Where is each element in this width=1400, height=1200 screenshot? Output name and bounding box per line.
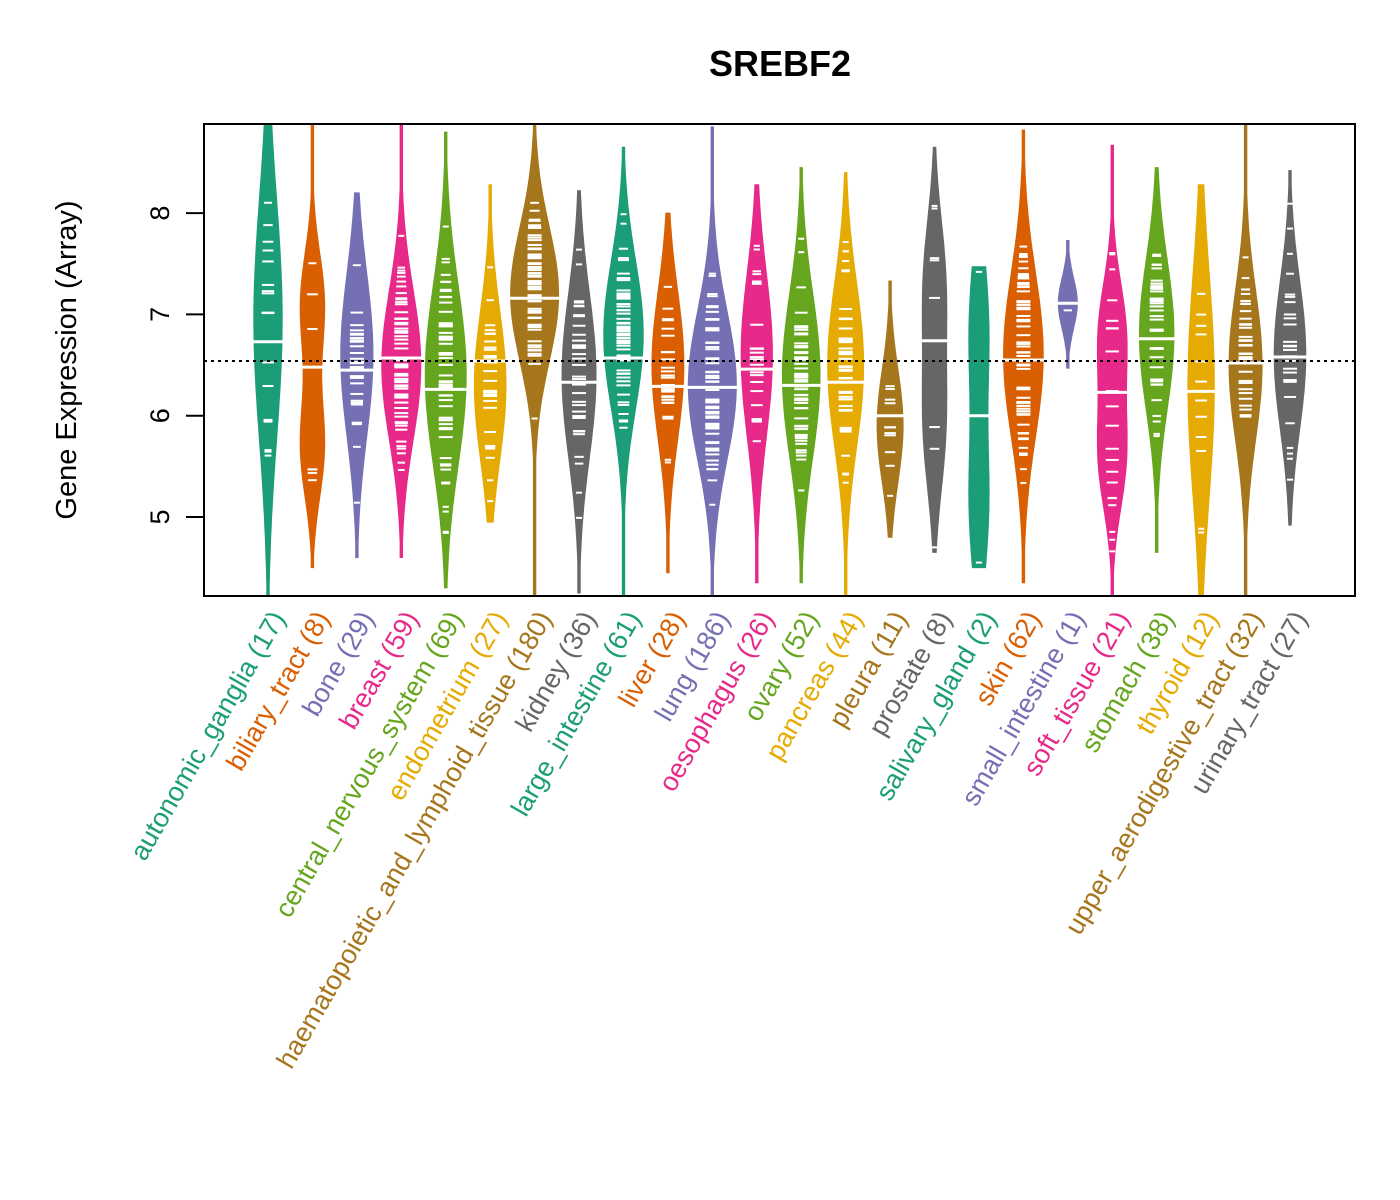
violin-body [921, 146, 948, 553]
violin-haematopoietic_and_lymphoid_tissue [508, 123, 561, 597]
violin-endometrium [473, 184, 508, 523]
violin-body [299, 123, 326, 569]
violin-body [1138, 167, 1175, 553]
y-tick-label: 5 [145, 509, 175, 524]
violin-soft_tissue [1096, 144, 1129, 597]
violin-prostate [920, 146, 949, 553]
violin-pleura [875, 280, 905, 538]
chart-title: SREBF2 [709, 43, 851, 84]
y-tick-label: 8 [145, 206, 175, 221]
violin-biliary_tract [299, 123, 326, 569]
violin-autonomic_ganglia [252, 123, 284, 597]
violin-body [740, 184, 773, 584]
violin-salivary_gland [967, 266, 990, 569]
violin-body [1096, 144, 1128, 597]
violin-kidney [560, 190, 598, 594]
violin-thyroid [1185, 184, 1217, 597]
violin-breast [379, 123, 423, 558]
violin-body [253, 123, 283, 597]
violin-lung [686, 126, 739, 597]
violin-body [381, 123, 422, 558]
violin-central_nervous_system [423, 131, 468, 589]
violin-body [687, 126, 737, 597]
violin-body [510, 123, 560, 597]
violin-large_intestine [602, 146, 645, 597]
x-axis-labels: autonomic_ganglia (17)biliary_tract (8)b… [124, 606, 1313, 1073]
violin-skin [1001, 129, 1046, 584]
violin-body [1273, 170, 1307, 526]
violin-small_intestine [1056, 240, 1080, 369]
violin-upper_aerodigestive_tract [1227, 123, 1265, 597]
violin-body [473, 184, 507, 523]
violins-group [252, 123, 1308, 597]
violin-body [827, 172, 865, 597]
violin-liver [650, 212, 686, 574]
violin-bone [339, 192, 375, 558]
violin-body [651, 212, 685, 574]
y-axis-label: Gene Expression (Array) [51, 200, 83, 519]
y-axis: 5 6 7 8 [145, 206, 204, 525]
violin-body [424, 131, 467, 589]
violin-oesophagus [739, 184, 775, 584]
violin-urinary_tract [1272, 170, 1308, 526]
violin-pancreas [826, 172, 866, 597]
violin-ovary [780, 167, 822, 584]
violin-body [876, 280, 904, 538]
violin-stomach [1137, 167, 1176, 553]
y-tick-label: 7 [145, 307, 175, 322]
plot-frame [203, 123, 1356, 597]
violin-body [603, 146, 644, 597]
violin-body [561, 190, 597, 594]
y-tick-label: 6 [145, 408, 175, 423]
